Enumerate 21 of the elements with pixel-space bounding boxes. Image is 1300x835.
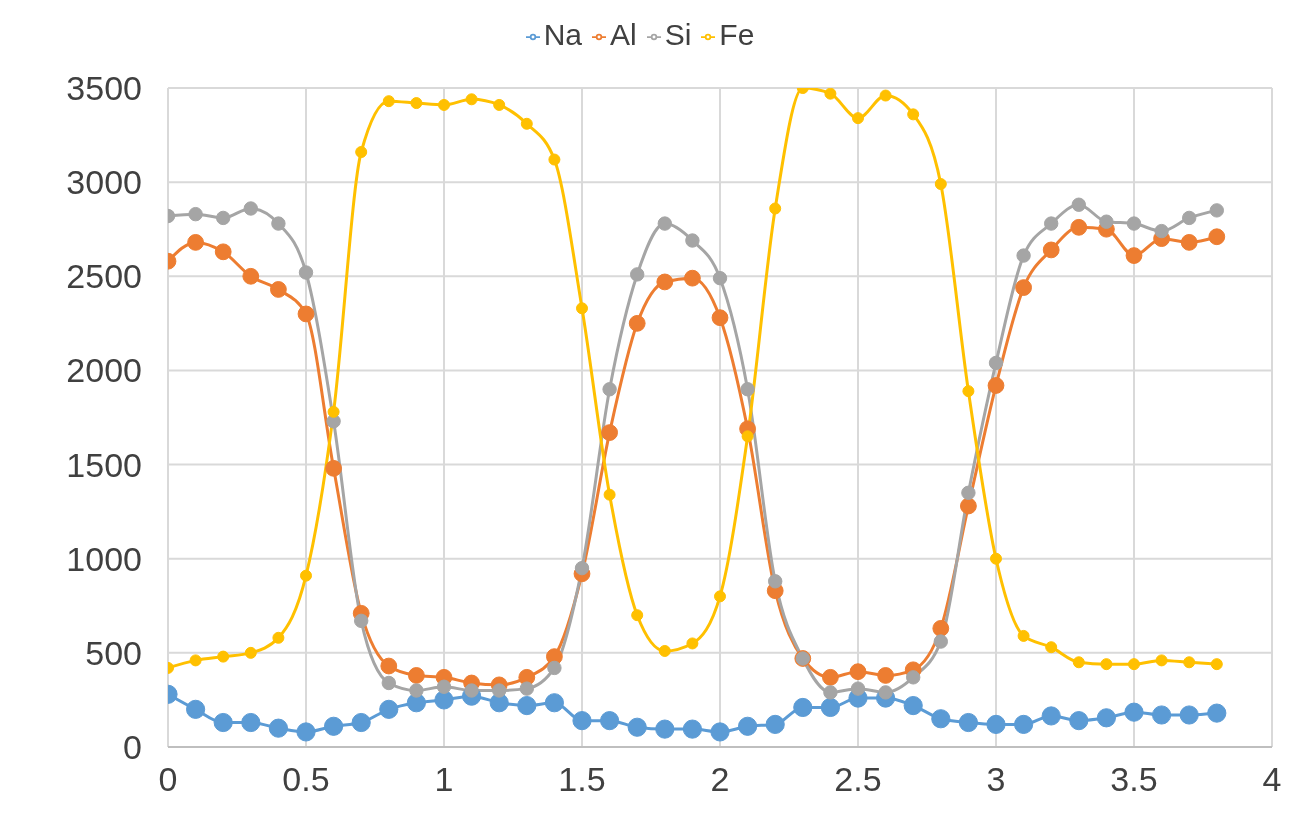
x-tick-label: 1	[434, 760, 454, 799]
legend-label: Al	[609, 18, 637, 51]
y-tick-label: 2500	[66, 257, 142, 296]
y-tick-label: 1500	[66, 445, 142, 484]
x-tick-label: 3.5	[1110, 760, 1158, 799]
y-tick-label: 500	[85, 633, 142, 672]
x-tick-label: 0.5	[282, 760, 330, 799]
y-tick-label: 3500	[66, 69, 142, 108]
x-tick-label: 2	[710, 760, 730, 799]
legend-label: Fe	[719, 18, 755, 51]
x-tick-label: 4	[1262, 760, 1282, 799]
x-tick-label: 0	[158, 760, 178, 799]
legend-label: Na	[543, 18, 582, 51]
x-tick-label: 2.5	[834, 760, 882, 799]
x-tick-label: 1.5	[558, 760, 606, 799]
y-tick-label: 1000	[66, 539, 142, 578]
y-tick-label: 2000	[66, 351, 142, 390]
y-tick-label: 0	[123, 728, 142, 767]
legend-label: Si	[664, 18, 692, 51]
y-tick-label: 3000	[66, 163, 142, 202]
x-tick-label: 3	[986, 760, 1006, 799]
